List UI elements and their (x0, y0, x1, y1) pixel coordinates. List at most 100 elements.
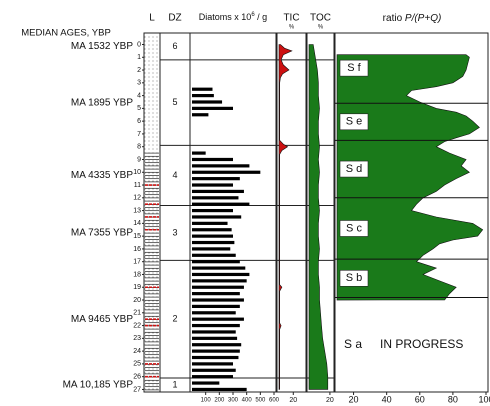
depth-tick-label: 25 (133, 361, 141, 368)
panel-unit: % (289, 25, 295, 31)
diatom-bar (192, 375, 233, 379)
x-tick-label: 20 (349, 394, 359, 404)
x-tick-label: 300 (228, 398, 239, 404)
depth-tick-label: 19 (133, 284, 141, 291)
diatom-bar (192, 343, 242, 347)
depth-tick-label: 7 (137, 131, 141, 138)
diatom-bar (192, 381, 220, 385)
diatom-bar (192, 106, 233, 110)
depth-tick-label: 9 (137, 156, 141, 163)
x-tick-label: 100 (478, 394, 490, 404)
diatom-bar (192, 221, 228, 225)
diatom-bar (192, 247, 231, 251)
zone-label: 3 (172, 227, 177, 237)
lithology-column (144, 33, 160, 392)
diatom-bar (192, 323, 240, 328)
diatom-bar (192, 285, 244, 289)
profile-area (336, 54, 484, 301)
depth-tick-label: 16 (133, 246, 141, 253)
panel-title: TOC (310, 13, 331, 24)
profile-area (278, 44, 293, 390)
x-tick-label: 200 (214, 398, 225, 404)
section-box (339, 113, 369, 131)
diatom-bar (192, 260, 240, 264)
diatom-bar (192, 196, 239, 200)
section-label: S a (344, 337, 362, 351)
depth-tick-label: 22 (133, 322, 141, 329)
diatom-bar (192, 170, 261, 174)
age-label: MA 1895 YBP (71, 97, 133, 108)
diatom-bar (192, 304, 240, 309)
left-title: MEDIAN AGES, YBP (21, 28, 111, 39)
depth-tick-label: 11 (134, 182, 141, 189)
panel-frame (306, 32, 335, 393)
depth-tick-label: 23 (133, 335, 141, 342)
diatom-bar (192, 87, 213, 91)
section-box (339, 220, 369, 237)
panel-frame (189, 32, 277, 393)
diatom-bar (192, 368, 236, 372)
depth-tick-label: 18 (133, 271, 141, 278)
depth-tick-label: 6 (137, 118, 141, 125)
depth-tick-label: 5 (137, 105, 141, 112)
diatom-bar (192, 189, 244, 194)
age-label: MA 9465 YBP (71, 314, 133, 325)
diatom-bar (192, 202, 250, 206)
panel-title: L (149, 13, 155, 24)
zone-label: 5 (172, 97, 177, 107)
panel-frame (276, 32, 307, 393)
zone-label: 4 (172, 170, 177, 180)
diatom-bar (192, 240, 235, 245)
age-label: MA 10,185 YBP (63, 380, 134, 391)
section-label: S e (346, 116, 363, 128)
depth-tick-label: 1 (137, 54, 141, 61)
diatom-bar (192, 349, 240, 353)
x-tick-label: 80 (448, 394, 458, 404)
diatom-bar (192, 336, 238, 340)
diatom-bar (192, 311, 236, 315)
diatom-bar (192, 113, 209, 117)
x-tick-label: 20 (289, 397, 297, 404)
section-box (339, 160, 369, 178)
x-tick-label: 600 (269, 398, 280, 404)
depth-tick-label: 3 (137, 80, 141, 87)
age-label: MA 7355 YBP (71, 228, 133, 239)
diatom-bar (192, 228, 232, 232)
diatom-bar (192, 253, 236, 257)
zone-label: 6 (172, 41, 177, 51)
depth-tick-label: 20 (133, 297, 141, 304)
section-note: IN PROGRESS (380, 337, 463, 351)
panel-title: TIC (283, 13, 299, 24)
depth-tick-label: 10 (133, 169, 141, 176)
section-label: S c (346, 222, 362, 234)
x-tick-label: 40 (382, 394, 392, 404)
depth-tick-label: 21 (133, 310, 141, 317)
x-tick-label: 100 (201, 398, 212, 404)
diatom-bar (192, 100, 223, 104)
depth-tick-label: 14 (133, 220, 141, 227)
x-tick-label: 20 (326, 397, 334, 404)
diatom-bar (192, 177, 240, 181)
depth-tick-label: 17 (133, 259, 141, 266)
diatom-bar (192, 317, 244, 321)
diatom-bar (192, 208, 233, 213)
x-tick-label: 400 (242, 398, 253, 404)
depth-tick-label: 24 (133, 348, 141, 355)
section-box (339, 269, 369, 287)
depth-tick-label: 2 (137, 67, 141, 74)
zone-label: 1 (172, 379, 177, 389)
zone-label: 2 (172, 314, 177, 324)
diatom-bar (192, 279, 247, 283)
depth-tick-label: 27 (133, 386, 141, 393)
diatom-bar (192, 266, 246, 270)
panel-unit: % (318, 25, 324, 31)
diatom-bar (192, 94, 214, 98)
diatom-bar (192, 387, 247, 392)
section-label: S d (346, 163, 363, 175)
x-tick-label: 500 (255, 398, 266, 404)
age-label: MA 1532 YBP (71, 41, 133, 52)
section-label: S b (346, 272, 363, 284)
diatom-bar (192, 164, 250, 168)
diatom-bar (192, 215, 242, 219)
